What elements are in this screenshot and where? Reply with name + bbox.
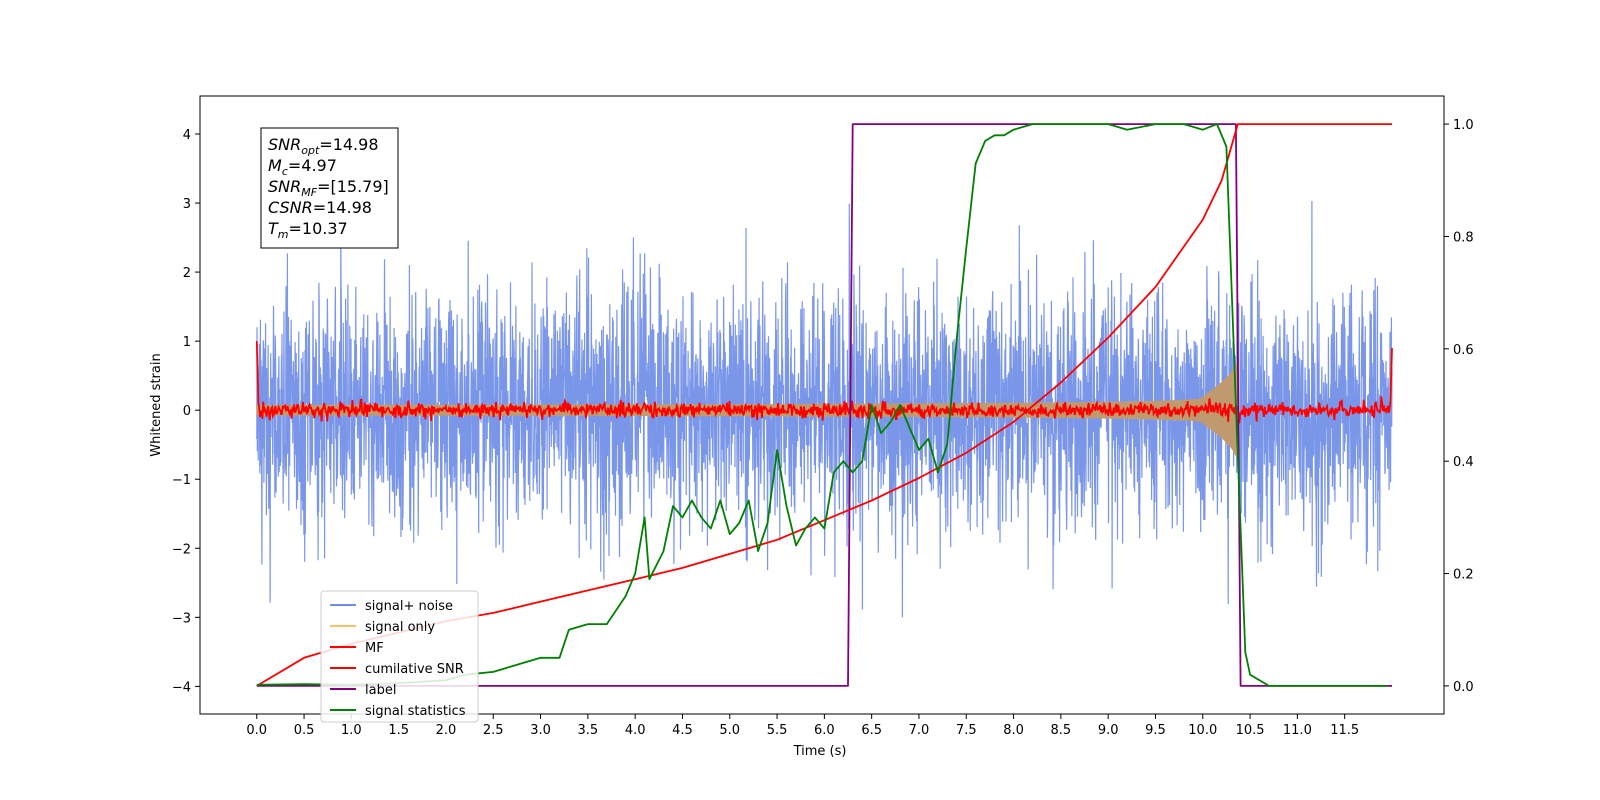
x-tick-label: 4.5 bbox=[672, 723, 693, 738]
info-main: SNR bbox=[268, 177, 301, 196]
y-tick-label: 1 bbox=[183, 335, 191, 350]
x-tick-label: 8.5 bbox=[1051, 723, 1072, 738]
x-tick-label: 10.0 bbox=[1188, 723, 1217, 738]
legend-label: signal only bbox=[365, 620, 435, 635]
info-main: SNR bbox=[268, 135, 301, 154]
info-box-frame bbox=[260, 127, 399, 249]
x-tick-label: 2.0 bbox=[436, 723, 457, 738]
info-subscript: MF bbox=[301, 186, 317, 199]
x-tick-label: 1.0 bbox=[341, 723, 362, 738]
legend: signal+ noise signal only MF cumilative SNR… bbox=[320, 590, 479, 723]
legend-label: signal+ noise bbox=[365, 599, 453, 614]
info-main: T bbox=[268, 219, 279, 238]
info-main: M bbox=[268, 156, 282, 175]
y-tick-label: 2 bbox=[183, 266, 191, 281]
info-main: CSNR bbox=[268, 198, 313, 217]
legend-label: label bbox=[365, 683, 396, 698]
y2-tick-label: 0.6 bbox=[1453, 343, 1474, 358]
info-subscript: m bbox=[278, 228, 289, 241]
x-tick-label: 11.5 bbox=[1330, 723, 1359, 738]
info-line: Mc=4.97 bbox=[268, 156, 337, 178]
x-tick-label: 7.5 bbox=[956, 723, 977, 738]
info-subscript: c bbox=[282, 165, 288, 178]
x-tick-label: 4.0 bbox=[625, 723, 646, 738]
x-axis: 0.0 0.5 1.0 1.5 2.0 2.5 3.0 3.5 4.0 4.5 5.0 5.5 6.0 6… bbox=[246, 714, 1359, 738]
y2-tick-label: 0.4 bbox=[1453, 455, 1474, 470]
x-tick-label: 8.0 bbox=[1003, 723, 1024, 738]
y-tick-label: 3 bbox=[183, 197, 191, 212]
y-tick-label: 4 bbox=[183, 128, 191, 143]
y2-tick-label: 0.2 bbox=[1453, 568, 1474, 583]
plot-frame bbox=[199, 95, 1445, 715]
y2-tick-label: 0.8 bbox=[1453, 230, 1474, 245]
y2-tick-label: 1.0 bbox=[1453, 118, 1474, 133]
y2-tick-label: 0.0 bbox=[1453, 680, 1474, 695]
x-tick-label: 0.0 bbox=[246, 723, 267, 738]
info-box: SNRopt=14.98Mc=4.97SNRMF=[15.79]CSNR=14.… bbox=[260, 127, 399, 249]
x-tick-label: 3.0 bbox=[530, 723, 551, 738]
x-tick-label: 0.5 bbox=[294, 723, 315, 738]
info-line: SNRopt=14.98 bbox=[268, 135, 379, 157]
y-axis-label: Whitened strain bbox=[149, 353, 164, 456]
legend-frame bbox=[320, 590, 479, 723]
x-tick-label: 1.5 bbox=[388, 723, 409, 738]
y-tick-label: −4 bbox=[172, 680, 191, 695]
y-axis-left: 4 3 2 1 0 −1 −2 −3 −4 bbox=[172, 128, 200, 695]
info-line: SNRMF=[15.79] bbox=[268, 177, 389, 199]
x-tick-label: 5.5 bbox=[767, 723, 788, 738]
x-tick-label: 5.0 bbox=[719, 723, 740, 738]
info-value: =4.97 bbox=[288, 156, 337, 175]
legend-label: signal statistics bbox=[365, 704, 466, 719]
signal-statistics-line bbox=[256, 123, 1388, 687]
info-line: CSNR=14.98 bbox=[268, 198, 372, 217]
info-value: =[15.79] bbox=[317, 177, 389, 196]
info-value: =10.37 bbox=[289, 219, 348, 238]
x-tick-label: 6.5 bbox=[861, 723, 882, 738]
mf-series bbox=[255, 341, 1393, 427]
x-tick-label: 2.5 bbox=[483, 723, 504, 738]
x-tick-label: 3.5 bbox=[578, 723, 599, 738]
y-axis-right: 1.0 0.8 0.6 0.4 0.2 0.0 bbox=[1444, 118, 1474, 695]
x-axis-label: Time (s) bbox=[793, 744, 847, 759]
info-value: =14.98 bbox=[319, 135, 378, 154]
info-line: Tm=10.37 bbox=[268, 219, 348, 241]
y-tick-label: −1 bbox=[172, 473, 191, 488]
info-value: =14.98 bbox=[313, 198, 372, 217]
y-tick-label: 0 bbox=[183, 404, 191, 419]
info-subscript: opt bbox=[301, 144, 320, 157]
x-tick-label: 9.5 bbox=[1145, 723, 1166, 738]
legend-label: cumilative SNR bbox=[365, 662, 464, 677]
y-tick-label: −2 bbox=[172, 542, 191, 557]
x-tick-label: 10.5 bbox=[1236, 723, 1265, 738]
legend-label: MF bbox=[365, 641, 384, 656]
x-tick-label: 7.0 bbox=[909, 723, 930, 738]
x-tick-label: 11.0 bbox=[1283, 723, 1312, 738]
y-tick-label: −3 bbox=[172, 611, 191, 626]
x-tick-label: 9.0 bbox=[1098, 723, 1119, 738]
x-tick-label: 6.0 bbox=[814, 723, 835, 738]
mf-line bbox=[255, 341, 1393, 427]
